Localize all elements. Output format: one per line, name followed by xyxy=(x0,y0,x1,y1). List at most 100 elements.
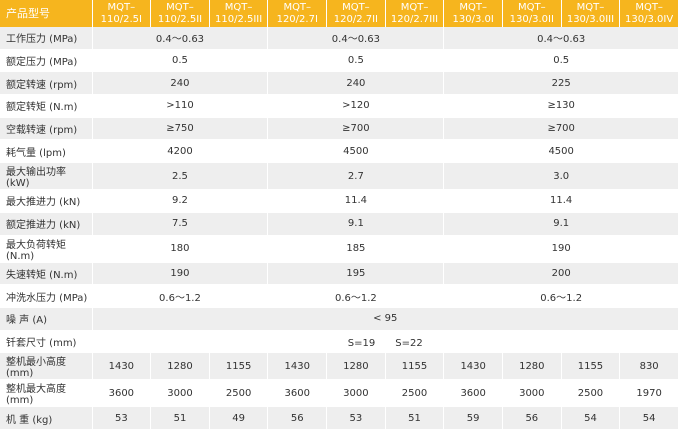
model-header: MQT– 110/2.5I xyxy=(92,0,152,27)
spec-value: 53 xyxy=(326,406,386,430)
spec-value: 225 xyxy=(443,71,679,96)
spec-value: 54 xyxy=(561,406,621,430)
row-label: 空载转速 (rpm) xyxy=(0,117,93,141)
spec-value: 59 xyxy=(443,406,503,430)
spec-value: 3.0 xyxy=(443,162,679,191)
spec-value: 1155 xyxy=(385,352,445,381)
model-header: MQT– 120/2.7II xyxy=(326,0,386,27)
spec-value: 0.4～0.63 xyxy=(267,27,445,50)
spec-value: ≥700 xyxy=(267,117,445,141)
spec-value: 3600 xyxy=(267,379,328,408)
spec-value: 53 xyxy=(92,406,152,430)
spec-value: 2500 xyxy=(209,379,269,408)
spec-row: 噪 声 (A) < 95 xyxy=(0,307,679,331)
row-label: 最大输出功率 (kW) xyxy=(0,162,93,191)
spec-value: 56 xyxy=(502,406,562,430)
row-label: 额定压力 (MPa) xyxy=(0,49,93,73)
spec-value: 4500 xyxy=(443,139,679,164)
spec-value: 56 xyxy=(267,406,328,430)
spec-value: 49 xyxy=(209,406,269,430)
spec-value: 190 xyxy=(92,262,269,286)
spec-row: 最大输出功率 (kW) 2.5 2.7 3.0 xyxy=(0,162,679,191)
model-header: MQT– 110/2.5III xyxy=(209,0,269,27)
spec-value: 2500 xyxy=(385,379,445,408)
row-label: 整机最大高度 (mm) xyxy=(0,379,93,408)
spec-value: >110 xyxy=(92,94,269,118)
spec-value: 185 xyxy=(267,235,445,263)
row-label: 整机最小高度 (mm) xyxy=(0,352,93,381)
spec-value: 4500 xyxy=(267,139,445,164)
spec-value: 0.5 xyxy=(443,49,679,73)
spec-value: 3000 xyxy=(150,379,210,408)
spec-value: 11.4 xyxy=(267,189,445,213)
spec-value: 240 xyxy=(267,71,445,96)
spec-value: 0.6～1.2 xyxy=(92,284,269,308)
header-label: 产品型号 xyxy=(0,0,93,27)
spec-row: 整机最小高度 (mm) 1430 1280 1155 1430 1280 1155 1430 1… xyxy=(0,352,679,381)
model-header: MQT– 130/3.0I xyxy=(443,0,503,27)
model-header: MQT– 130/3.0IV xyxy=(619,0,679,27)
spec-value: >120 xyxy=(267,94,445,118)
spec-value: 0.5 xyxy=(92,49,269,73)
spec-value: 180 xyxy=(92,235,269,263)
row-label: 耗气量 (lpm) xyxy=(0,139,93,164)
spec-value: 1970 xyxy=(619,379,679,408)
spec-value: 195 xyxy=(267,262,445,286)
spec-value: 240 xyxy=(92,71,269,96)
spec-row: 钎套尺寸 (mm) S=19 S=22 xyxy=(0,330,679,354)
spec-value: ≥130 xyxy=(443,94,679,118)
model-header: MQT– 120/2.7III xyxy=(385,0,445,27)
model-header: MQT– 130/3.0II xyxy=(502,0,562,27)
spec-value: 51 xyxy=(385,406,445,430)
spec-row: 工作压力 (MPa) 0.4～0.63 0.4～0.63 0.4～0.63 xyxy=(0,27,679,50)
spec-value: 4200 xyxy=(92,139,269,164)
spec-value: 200 xyxy=(443,262,679,286)
row-label: 噪 声 (A) xyxy=(0,307,93,331)
spec-row: 额定推进力 (kN) 7.5 9.1 9.1 xyxy=(0,212,679,236)
spec-row: 空载转速 (rpm) ≥750 ≥700 ≥700 xyxy=(0,117,679,141)
row-label: 额定推进力 (kN) xyxy=(0,212,93,236)
spec-row: 机 重 (kg) 53 51 49 56 53 51 59 56 54 54 xyxy=(0,406,679,430)
row-label: 最大负荷转矩 (N.m) xyxy=(0,235,93,263)
spec-value: 2.5 xyxy=(92,162,269,191)
spec-value: 1280 xyxy=(502,352,562,381)
spec-value: S=19 S=22 xyxy=(92,330,679,354)
row-label: 额定转矩 (N.m) xyxy=(0,94,93,118)
spec-value: 1155 xyxy=(561,352,621,381)
spec-value: 54 xyxy=(619,406,679,430)
spec-value: 11.4 xyxy=(443,189,679,213)
spec-value: 2500 xyxy=(561,379,621,408)
spec-value: < 95 xyxy=(92,307,679,331)
spec-value: 9.1 xyxy=(267,212,445,236)
row-label: 机 重 (kg) xyxy=(0,406,93,430)
model-header: MQT– 110/2.5II xyxy=(150,0,210,27)
spec-value: 2.7 xyxy=(267,162,445,191)
model-header: MQT– 130/3.0III xyxy=(561,0,621,27)
spec-row: 耗气量 (lpm) 4200 4500 4500 xyxy=(0,139,679,164)
row-label: 失速转矩 (N.m) xyxy=(0,262,93,286)
spec-value: 3600 xyxy=(92,379,152,408)
header-row: 产品型号 MQT– 110/2.5I MQT– 110/2.5II MQT– 110/… xyxy=(0,0,679,27)
spec-value: ≥700 xyxy=(443,117,679,141)
spec-value: 1155 xyxy=(209,352,269,381)
row-label: 最大推进力 (kN) xyxy=(0,189,93,213)
spec-value: 0.6～1.2 xyxy=(443,284,679,308)
spec-value: 1430 xyxy=(267,352,328,381)
row-label: 工作压力 (MPa) xyxy=(0,27,93,50)
spec-value: 3000 xyxy=(326,379,386,408)
spec-row: 冲洗水压力 (MPa) 0.6～1.2 0.6～1.2 0.6～1.2 xyxy=(0,284,679,308)
spec-value: 51 xyxy=(150,406,210,430)
spec-value: 1430 xyxy=(92,352,152,381)
spec-value: 3600 xyxy=(443,379,503,408)
spec-value: 830 xyxy=(619,352,679,381)
spec-value: 190 xyxy=(443,235,679,263)
spec-row: 整机最大高度 (mm) 3600 3000 2500 3600 3000 2500 3600 3… xyxy=(0,379,679,408)
spec-row: 最大负荷转矩 (N.m) 180 185 190 xyxy=(0,235,679,263)
spec-value: 3000 xyxy=(502,379,562,408)
row-label: 额定转速 (rpm) xyxy=(0,71,93,96)
spec-value: 0.4～0.63 xyxy=(92,27,269,50)
spec-value: 0.4～0.63 xyxy=(443,27,679,50)
spec-value: 7.5 xyxy=(92,212,269,236)
spec-value: 9.1 xyxy=(443,212,679,236)
